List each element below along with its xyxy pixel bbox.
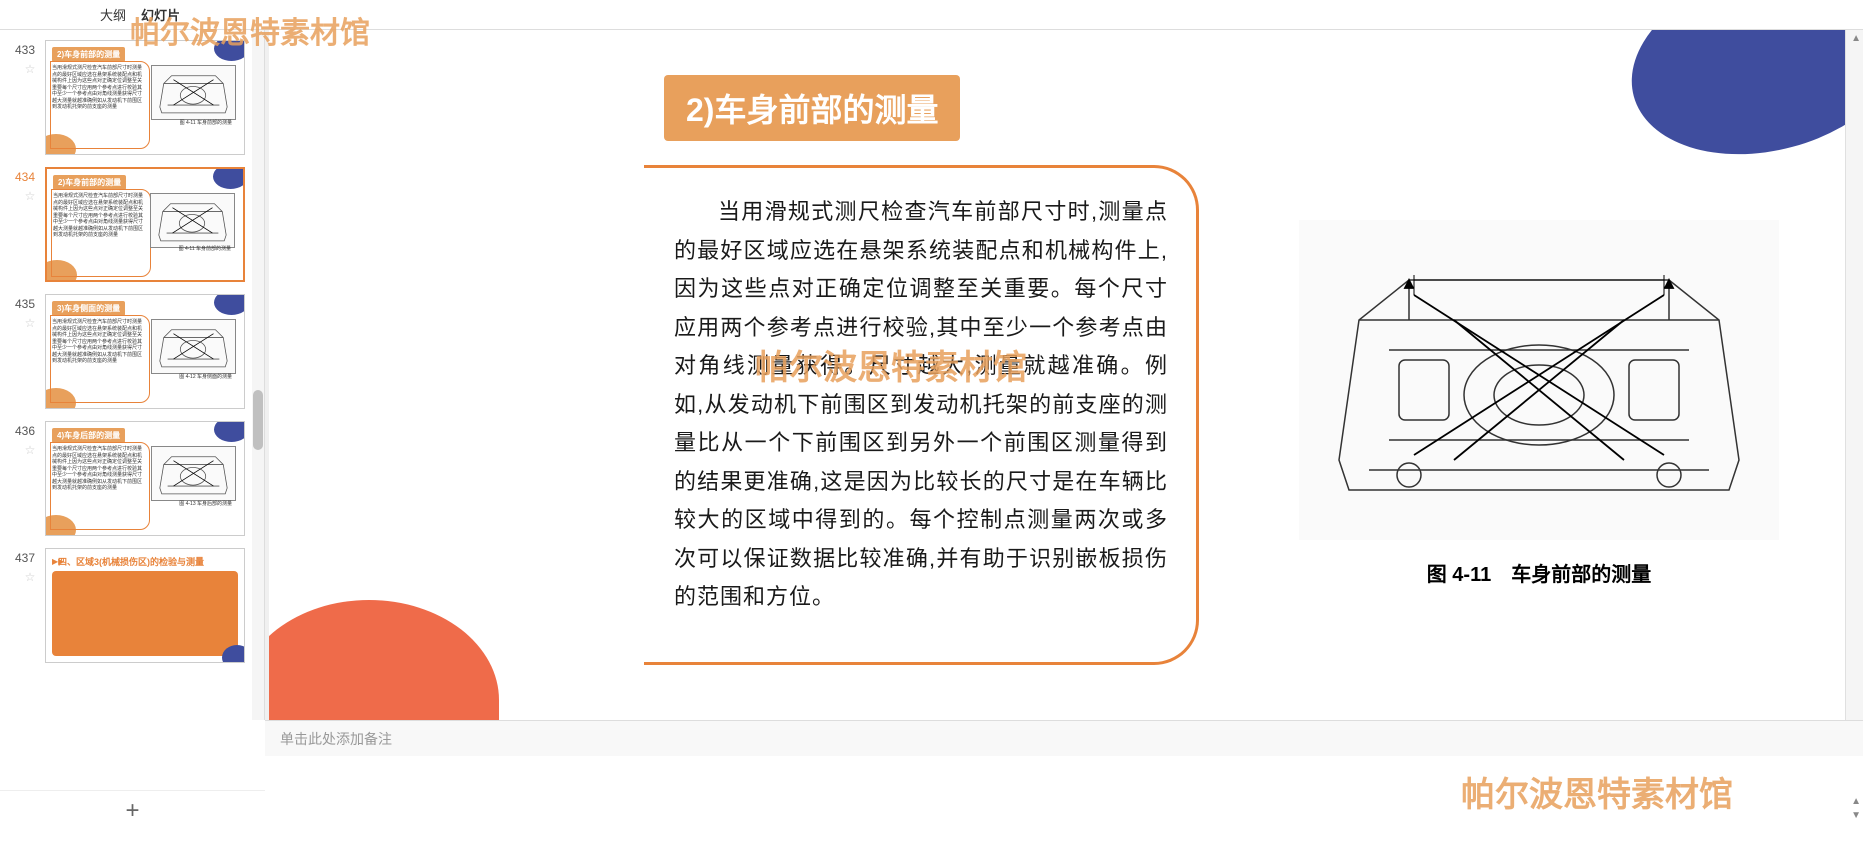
star-icon[interactable]: ☆ — [25, 316, 36, 330]
figure-image — [1299, 220, 1779, 540]
star-icon[interactable]: ☆ — [25, 570, 36, 584]
slide-canvas-area: 2)车身前部的测量 当用滑规式测尺检查汽车前部尺寸时,测量点的最好区域应选在悬架… — [265, 30, 1863, 720]
slide-title: 2)车身前部的测量 — [664, 75, 960, 141]
thumbnail-row[interactable]: 433 ☆ 2)车身前部的测量当用滑规式测尺检查汽车前部尺寸时测量点的最好区域应选在… — [0, 40, 264, 155]
add-slide-button[interactable]: + — [0, 790, 265, 830]
outline-tabs: 大纲 幻灯片 — [0, 0, 1863, 30]
slide-thumbnail[interactable]: 2)车身前部的测量当用滑规式测尺检查汽车前部尺寸时测量点的最好区域应选在悬架系统… — [45, 40, 245, 155]
body-text: 当用滑规式测尺检查汽车前部尺寸时,测量点的最好区域应选在悬架系统装配点和机械构件… — [674, 193, 1168, 617]
thumbnail-row[interactable]: 437 ☆ ▶▶四、区域3(机械损伤区)的检验与测量 — [0, 548, 264, 663]
thumb-number: 433 — [15, 40, 45, 57]
right-scrollbar[interactable] — [1845, 30, 1863, 720]
thumb-number: 437 — [15, 548, 45, 565]
thumbnail-row[interactable]: 434 ☆ 2)车身前部的测量当用滑规式测尺检查汽车前部尺寸时测量点的最好区域应选在… — [0, 167, 264, 282]
thumb-number: 436 — [15, 421, 45, 438]
content-box: 当用滑规式测尺检查汽车前部尺寸时,测量点的最好区域应选在悬架系统装配点和机械构件… — [644, 165, 1199, 665]
star-icon[interactable]: ☆ — [25, 189, 36, 203]
slide-thumbnail[interactable]: ▶▶四、区域3(机械损伤区)的检验与测量 — [45, 548, 245, 663]
slide-nav-controls[interactable]: ▲▼ — [1851, 796, 1861, 821]
main-area: 433 ☆ 2)车身前部的测量当用滑规式测尺检查汽车前部尺寸时测量点的最好区域应选在… — [0, 30, 1863, 720]
thumbnail-row[interactable]: 435 ☆ 3)车身侧面的测量当用滑规式测尺检查汽车前部尺寸时测量点的最好区域应选在… — [0, 294, 264, 409]
tab-outline[interactable]: 大纲 — [100, 5, 126, 24]
thumbnail-sidebar[interactable]: 433 ☆ 2)车身前部的测量当用滑规式测尺检查汽车前部尺寸时测量点的最好区域应选在… — [0, 30, 265, 720]
sidebar-scrollbar[interactable] — [252, 30, 264, 720]
sidebar-scroll-thumb[interactable] — [253, 390, 263, 450]
car-front-diagram — [1299, 220, 1779, 540]
decor-corner-tr — [1610, 30, 1859, 183]
slide-thumbnail[interactable]: 3)车身侧面的测量当用滑规式测尺检查汽车前部尺寸时测量点的最好区域应选在悬架系统… — [45, 294, 245, 409]
current-slide[interactable]: 2)车身前部的测量 当用滑规式测尺检查汽车前部尺寸时,测量点的最好区域应选在悬架… — [269, 30, 1859, 720]
star-icon[interactable]: ☆ — [25, 62, 36, 76]
decor-corner-bl — [269, 600, 499, 720]
slide-figure: 图 4-11 车身前部的测量 — [1299, 220, 1779, 587]
thumb-number: 434 — [15, 167, 45, 184]
scroll-up-icon[interactable]: ▲ — [1851, 33, 1861, 44]
slide-thumbnail[interactable]: 2)车身前部的测量当用滑规式测尺检查汽车前部尺寸时测量点的最好区域应选在悬架系统… — [45, 167, 245, 282]
thumbnail-row[interactable]: 436 ☆ 4)车身后部的测量当用滑规式测尺检查汽车前部尺寸时测量点的最好区域应选在… — [0, 421, 264, 536]
tab-slides[interactable]: 幻灯片 — [141, 5, 180, 24]
thumb-number: 435 — [15, 294, 45, 311]
notes-placeholder[interactable]: 单击此处添加备注 — [265, 720, 1863, 756]
watermark: 帕尔波恩特素材馆 — [1461, 767, 1733, 816]
figure-caption: 图 4-11 车身前部的测量 — [1299, 558, 1779, 587]
star-icon[interactable]: ☆ — [25, 443, 36, 457]
slide-thumbnail[interactable]: 4)车身后部的测量当用滑规式测尺检查汽车前部尺寸时测量点的最好区域应选在悬架系统… — [45, 421, 245, 536]
